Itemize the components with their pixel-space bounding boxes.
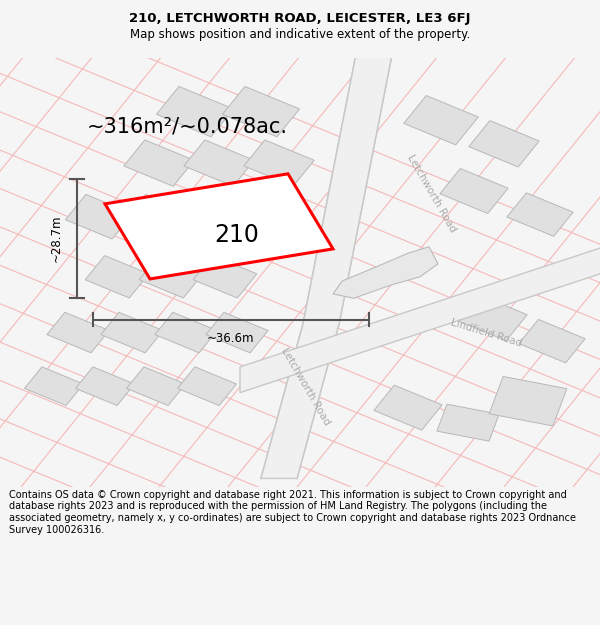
Polygon shape: [127, 367, 185, 406]
Text: Map shows position and indicative extent of the property.: Map shows position and indicative extent…: [130, 28, 470, 41]
Polygon shape: [404, 96, 478, 145]
Polygon shape: [125, 194, 193, 239]
Polygon shape: [124, 140, 194, 186]
Polygon shape: [178, 367, 236, 406]
Polygon shape: [333, 247, 438, 298]
Text: Contains OS data © Crown copyright and database right 2021. This information is : Contains OS data © Crown copyright and d…: [9, 490, 576, 534]
Polygon shape: [184, 140, 254, 186]
Text: ~28.7m: ~28.7m: [49, 215, 62, 262]
Polygon shape: [489, 376, 567, 426]
Polygon shape: [223, 86, 299, 137]
Polygon shape: [437, 404, 499, 441]
Polygon shape: [47, 312, 109, 353]
Polygon shape: [85, 256, 149, 298]
Polygon shape: [193, 256, 257, 298]
Polygon shape: [261, 49, 393, 478]
Polygon shape: [374, 385, 442, 430]
Polygon shape: [507, 193, 573, 236]
Polygon shape: [519, 319, 585, 363]
Polygon shape: [440, 169, 508, 214]
Polygon shape: [157, 86, 233, 137]
Polygon shape: [185, 194, 253, 239]
Text: Letchworth Road: Letchworth Road: [280, 346, 332, 427]
Polygon shape: [206, 312, 268, 353]
Text: ~36.6m: ~36.6m: [207, 332, 255, 346]
Polygon shape: [457, 294, 527, 341]
Polygon shape: [240, 238, 600, 392]
Text: ~316m²/~0.078ac.: ~316m²/~0.078ac.: [87, 117, 288, 137]
Text: Letchworth Road: Letchworth Road: [406, 152, 458, 234]
Polygon shape: [76, 367, 134, 406]
Polygon shape: [25, 367, 83, 406]
Polygon shape: [105, 174, 333, 279]
Text: Lindfield Road: Lindfield Road: [449, 317, 523, 348]
Polygon shape: [65, 194, 133, 239]
Polygon shape: [469, 121, 539, 167]
Text: 210: 210: [215, 223, 259, 247]
Polygon shape: [101, 312, 163, 353]
Polygon shape: [244, 140, 314, 186]
Text: 210, LETCHWORTH ROAD, LEICESTER, LE3 6FJ: 210, LETCHWORTH ROAD, LEICESTER, LE3 6FJ: [129, 12, 471, 24]
Polygon shape: [155, 312, 217, 353]
Polygon shape: [139, 256, 203, 298]
